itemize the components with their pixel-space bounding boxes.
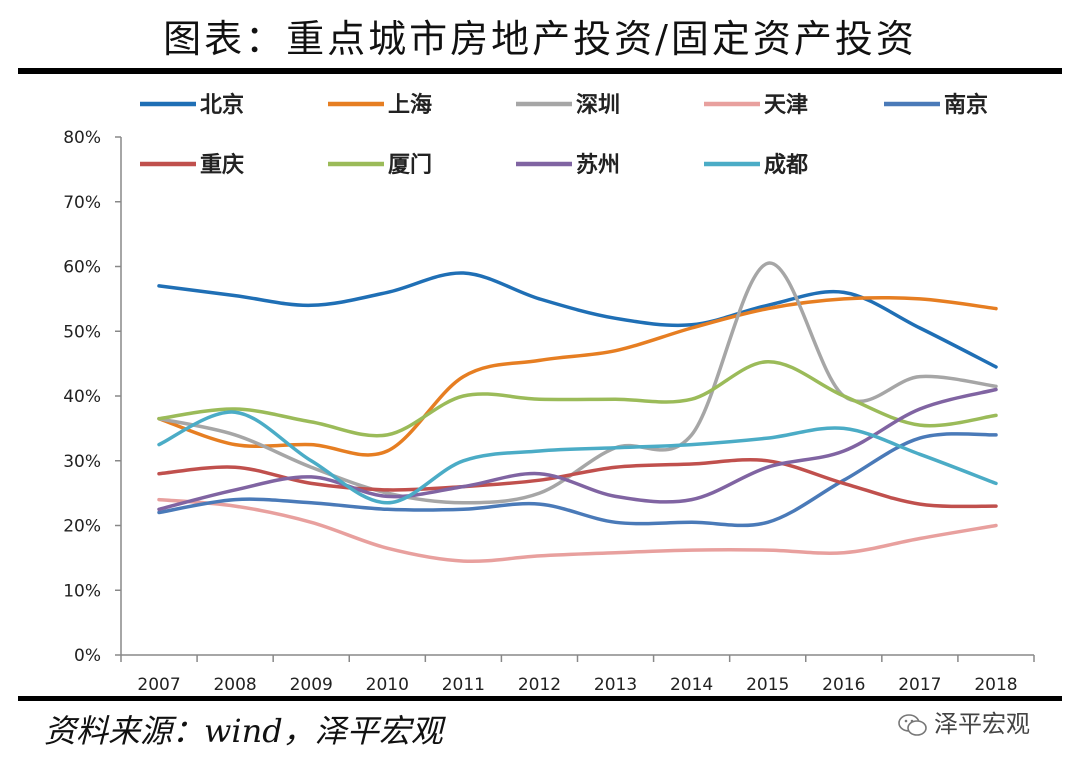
title-rule [18, 68, 1062, 74]
legend-label: 重庆 [200, 152, 244, 178]
x-tick-label: 2008 [213, 675, 256, 695]
y-tick-label: 50% [63, 322, 101, 342]
legend-label: 南京 [944, 92, 988, 118]
series-line-2 [157, 295, 998, 457]
watermark-text: 泽平宏观 [934, 710, 1030, 738]
series-line-7 [157, 359, 998, 438]
watermark: 泽平宏观 [898, 704, 1030, 739]
legend-label: 天津 [764, 92, 808, 118]
series-line-8 [157, 387, 998, 512]
y-tick-label: 70% [63, 193, 101, 213]
y-tick-label: 60% [63, 258, 101, 278]
x-tick-label: 2017 [898, 675, 941, 695]
legend-label: 北京 [200, 92, 244, 118]
x-tick-label: 2007 [137, 675, 180, 695]
x-tick-label: 2013 [594, 675, 637, 695]
series-line-1 [157, 271, 998, 369]
series-line-5 [157, 432, 998, 528]
legend-label: 上海 [388, 92, 432, 118]
y-tick-label: 10% [63, 581, 101, 601]
line-chart: 0% 10% 20% 30% 40% 50% 60% 70% 80% 2007 2008 2009 20… [63, 92, 1035, 695]
legend-label: 厦门 [388, 152, 432, 178]
source-note: 资料来源：wind，泽平宏观 [44, 712, 443, 750]
y-tick-label: 30% [63, 452, 101, 472]
series-line-6 [157, 457, 998, 509]
series-line-4 [157, 497, 998, 564]
y-tick-label: 20% [63, 517, 101, 537]
legend-label: 苏州 [576, 152, 620, 178]
y-tick-label: 0% [74, 646, 101, 666]
x-tick-label: 2011 [442, 675, 485, 695]
x-tick-label: 2012 [518, 675, 561, 695]
x-tick-label: 2009 [290, 675, 333, 695]
x-tick-label: 2015 [746, 675, 789, 695]
legend-label: 深圳 [576, 93, 620, 118]
footer-rule [18, 696, 1062, 701]
x-tick-label: 2016 [822, 675, 865, 695]
legend-label: 成都 [764, 153, 808, 178]
wechat-icon [898, 714, 927, 736]
chart-title: 图表：重点城市房地产投资/固定资产投资 [163, 17, 917, 61]
x-tick-label: 2018 [974, 675, 1017, 695]
x-tick-label: 2014 [670, 675, 713, 695]
y-tick-label: 40% [63, 387, 101, 407]
y-tick-label: 80% [63, 128, 101, 148]
x-tick-label: 2010 [366, 675, 409, 695]
series-line-9 [157, 410, 998, 505]
